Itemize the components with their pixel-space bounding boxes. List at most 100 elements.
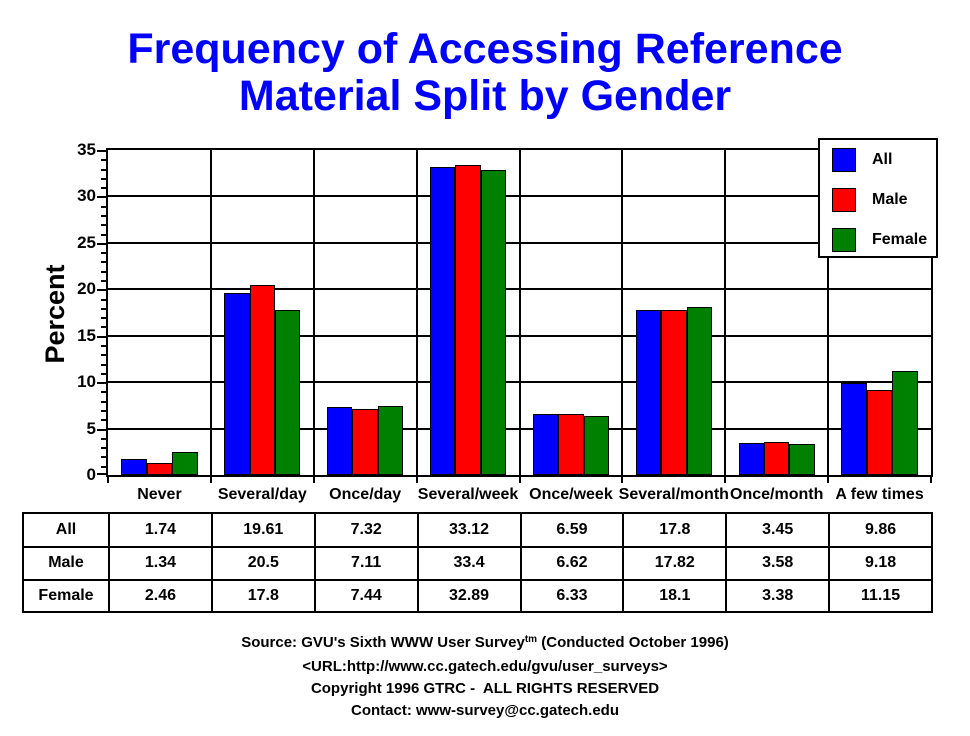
legend-label: Male <box>872 191 908 208</box>
y-axis-tick-label: 0 <box>86 465 96 484</box>
table-cell: 17.82 <box>622 546 726 579</box>
table-cell: 32.89 <box>416 578 520 611</box>
plot-area: 0 5 10 15 20 25 30 35 <box>77 140 933 484</box>
footer-source-line: Source: GVU's Sixth WWW User Surveytm (C… <box>0 632 970 656</box>
table-cell: 20.5 <box>210 546 314 579</box>
y-axis-minor-tick <box>101 456 106 459</box>
x-axis-tick <box>519 475 521 483</box>
x-axis-tick <box>621 475 623 483</box>
x-axis-label: Never <box>137 486 182 503</box>
x-axis-label: Once/day <box>329 486 402 503</box>
y-axis-tick-label: 25 <box>77 232 96 252</box>
bar-female-6 <box>686 307 712 475</box>
legend: All Male Female <box>818 138 938 258</box>
legend-entry: Male <box>820 188 936 212</box>
bar-all-7 <box>738 443 764 475</box>
bar-female-7 <box>789 444 815 475</box>
y-axis-minor-tick <box>101 205 106 208</box>
table-cell: 17.8 <box>622 514 725 547</box>
table-cell: 7.11 <box>313 546 417 579</box>
legend-label: All <box>872 151 893 168</box>
y-axis-minor-tick <box>101 280 106 282</box>
legend-entry: All <box>820 148 936 172</box>
y-axis-major-tick <box>97 150 106 152</box>
y-axis-minor-tick <box>101 400 106 403</box>
table-cell: 6.33 <box>519 578 623 611</box>
x-axis-label: Once/week <box>529 486 613 503</box>
legend-entry: Female <box>820 228 936 252</box>
bar-all-5 <box>532 414 559 475</box>
y-axis-minor-tick <box>101 261 106 264</box>
y-axis-major-tick <box>97 196 106 199</box>
y-axis-minor-tick <box>101 233 106 236</box>
y-axis-minor-tick <box>101 437 106 440</box>
bar-female-1 <box>172 452 198 475</box>
bar-male-6 <box>661 310 687 475</box>
y-axis-minor-tick <box>101 252 106 255</box>
grid-line-vertical <box>519 150 521 475</box>
chart-title: Frequency of Accessing Reference Materia… <box>0 26 970 120</box>
grid-line-vertical <box>416 150 418 475</box>
bar-female-5 <box>583 416 610 475</box>
table-cell: 6.62 <box>519 546 623 579</box>
bar-male-2 <box>249 285 275 475</box>
y-axis-minor-tick <box>101 419 106 422</box>
x-axis-tick <box>930 475 932 483</box>
y-axis-major-tick <box>97 428 106 431</box>
bar-male-3 <box>352 409 378 475</box>
y-axis-minor-tick <box>101 307 106 310</box>
x-axis-label: Several/week <box>417 486 519 503</box>
chart-title-line1: Frequency of Accessing Reference <box>127 25 843 73</box>
bar-all-3 <box>327 407 353 475</box>
grid-line-vertical <box>724 150 726 475</box>
bar-male-8 <box>866 390 893 475</box>
footer-source-text: Source: GVU's Sixth WWW User Survey <box>241 634 525 651</box>
grid-line-vertical <box>827 150 829 475</box>
table-row-label: Female <box>24 578 108 611</box>
table-cell: 33.12 <box>416 514 520 547</box>
x-axis-label: Once/month <box>730 486 824 503</box>
y-axis-tick-label: 35 <box>77 140 96 159</box>
x-axis-tick <box>416 475 418 483</box>
bar-all-2 <box>224 293 250 475</box>
grid-line-vertical <box>210 150 212 475</box>
footer-contact: Contact: www-survey@cc.gatech.edu <box>350 702 620 719</box>
bar-all-8 <box>841 383 867 475</box>
x-axis-tick <box>724 475 726 483</box>
x-axis-label: Several/day <box>217 486 307 503</box>
y-axis-major-tick <box>97 473 106 475</box>
y-axis-minor-tick <box>101 270 106 273</box>
bar-female-8 <box>892 371 918 475</box>
y-axis-minor-tick <box>101 447 106 450</box>
y-axis-minor-tick <box>101 465 106 468</box>
y-axis-minor-tick <box>101 317 106 320</box>
bar-female-4 <box>480 170 507 475</box>
y-axis-tick-label: 10 <box>77 372 96 392</box>
table-cell: 17.8 <box>210 578 314 611</box>
table-row-label: All <box>55 521 77 539</box>
bar-all-4 <box>429 167 456 475</box>
legend-swatch-female <box>832 228 856 252</box>
y-axis-major-tick <box>97 335 106 338</box>
bar-male-1 <box>146 463 173 475</box>
footer-source-date: (Conducted October 1996) <box>537 634 729 651</box>
x-axis-tick <box>313 475 315 483</box>
y-axis-minor-tick <box>101 354 106 357</box>
table-cell: 3.45 <box>725 514 828 547</box>
footer-url: <URL:http://www.cc.gatech.edu/gvu/user_s… <box>302 658 668 675</box>
y-axis-minor-tick <box>101 215 106 217</box>
y-axis-minor-tick <box>101 363 106 366</box>
y-axis-minor-tick <box>101 224 106 227</box>
table-cell: 6.59 <box>519 514 623 547</box>
y-axis-major-tick <box>97 242 106 245</box>
y-axis-minor-tick <box>101 410 106 412</box>
bar-all-1 <box>121 459 147 475</box>
trademark-superscript: tm <box>524 634 538 645</box>
grid-line-vertical <box>621 150 623 475</box>
footer: Source: GVU's Sixth WWW User Surveytm (C… <box>0 632 970 722</box>
y-axis-minor-tick <box>101 298 106 301</box>
y-axis-tick-label: 20 <box>77 279 96 299</box>
y-axis-minor-tick <box>101 391 106 394</box>
bar-male-4 <box>455 165 481 475</box>
